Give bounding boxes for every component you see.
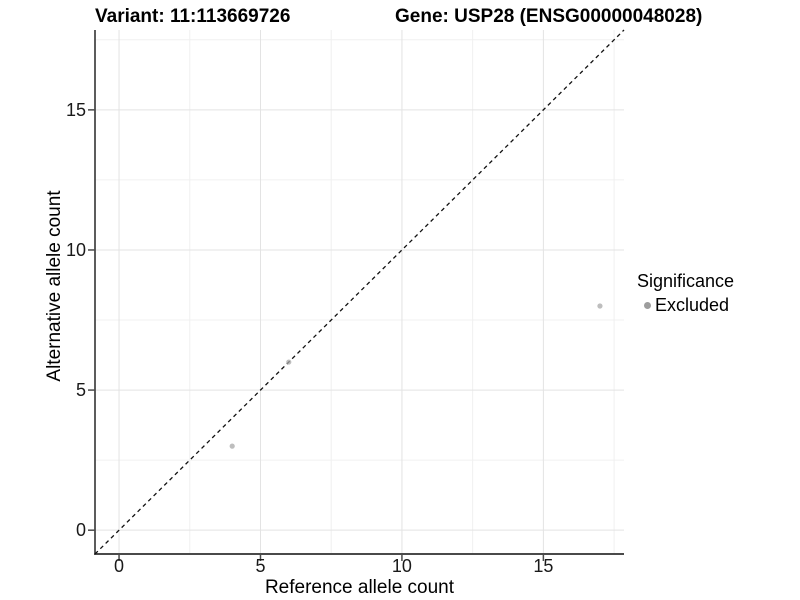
variant-title: Variant: 11:113669726 xyxy=(95,6,291,27)
y-tick-label: 0 xyxy=(76,520,86,540)
y-tick-label: 5 xyxy=(76,380,86,400)
x-tick-label: 15 xyxy=(533,556,553,576)
y-tick-label: 10 xyxy=(66,240,86,260)
data-point xyxy=(597,303,603,309)
y-tick-label: 15 xyxy=(66,100,86,120)
data-point xyxy=(286,359,292,365)
data-point xyxy=(229,443,235,449)
legend-title: Significance xyxy=(637,271,735,291)
y-axis-label: Alternative allele count xyxy=(44,190,65,382)
x-axis-label: Reference allele count xyxy=(264,577,455,598)
legend-item-excluded: Excluded xyxy=(637,295,734,316)
x-tick-label: 5 xyxy=(255,556,265,576)
identity-reference-line xyxy=(94,29,625,555)
x-tick-label: 0 xyxy=(114,556,124,576)
legend: Significance Excluded xyxy=(637,271,734,316)
gene-title: Gene: USP28 (ENSG00000048028) xyxy=(395,6,703,27)
x-tick-label: 10 xyxy=(392,556,412,576)
legend-key-dot xyxy=(644,302,651,309)
legend-item-label: Excluded xyxy=(655,295,730,315)
